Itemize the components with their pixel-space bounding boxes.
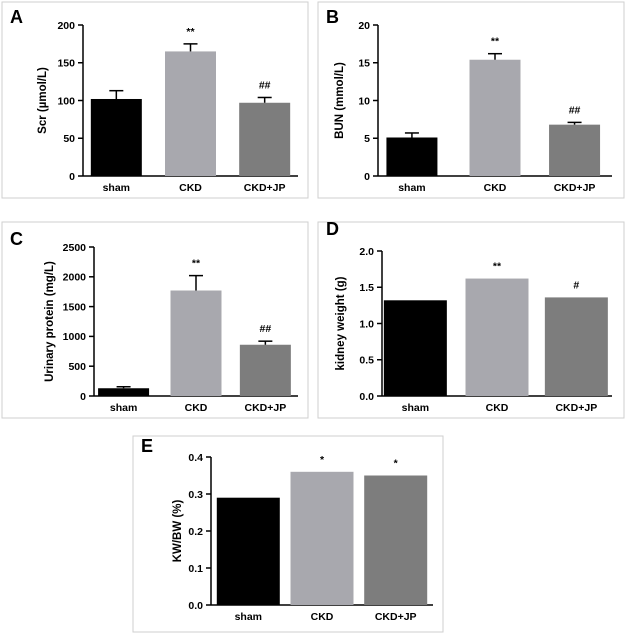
panel-d-y-tick-label: 1.0 — [359, 318, 374, 330]
panel-b-letter: B — [326, 7, 339, 27]
panel-a-frame — [1, 1, 309, 199]
panel-c-chart: C 0 500 1000 1500 2000 2500 Urinary protein (mg… — [10, 229, 298, 414]
panel-d-bar-ckd-jp — [544, 297, 608, 396]
panel-e-category-label: sham — [235, 611, 262, 623]
panel-b-y-tick-label: 10 — [358, 95, 370, 107]
panel-c-y-tick-label: 1500 — [63, 301, 87, 313]
panel-c-category-label: CKD+JP — [244, 402, 286, 414]
panel-b-significance-mark: ## — [569, 104, 581, 116]
panel-c-category-label: CKD — [185, 402, 208, 414]
panel-e-y-tick-label: 0.1 — [188, 563, 203, 575]
panel-a-chart: A 0 50 100 150 200 Scr (µmol/L) sham ** CKD ## CKD+… — [10, 7, 298, 194]
panel-b-frame — [317, 1, 625, 199]
panel-d-bar-ckd — [465, 278, 529, 396]
panel-e-y-axis-title: KW/BW (%) — [172, 500, 184, 563]
panel-c-bar-sham — [98, 388, 150, 396]
panel-a-y-tick-label: 100 — [57, 95, 75, 107]
panel-e-significance-mark: * — [320, 454, 325, 466]
panel-a-y-tick-label: 50 — [63, 133, 75, 145]
panel-e-category-label: CKD+JP — [375, 611, 417, 623]
panel-c-significance-mark: ** — [192, 258, 201, 270]
panel-d-y-tick-label: 2.0 — [359, 246, 374, 258]
panel-b-category-label: sham — [398, 182, 425, 194]
panel-b-y-tick-label: 15 — [358, 58, 370, 70]
panel-a-y-tick-label: 200 — [57, 20, 75, 32]
panel-a-bar-ckd — [165, 51, 216, 176]
panel-d-y-tick-label: 1.5 — [359, 282, 374, 294]
panel-e-category-label: CKD — [311, 611, 334, 623]
panel-e-y-tick-label: 0.4 — [188, 452, 203, 464]
panel-c-letter: C — [10, 229, 23, 249]
panel-b-bar-ckd-jp — [549, 124, 601, 176]
panel-a-category-label: CKD — [179, 182, 202, 194]
panel-e-bar-sham — [216, 497, 280, 605]
panel-a-significance-mark: ## — [259, 79, 271, 91]
panel-d-category-label: sham — [402, 402, 429, 414]
panel-e-chart: E 0.0 0.1 0.2 0.3 0.4 KW/BW (%) sham * CKD * CKD+JP — [141, 436, 433, 623]
panel-a-bar-ckd-jp — [239, 102, 291, 176]
panel-d-category-label: CKD — [486, 402, 509, 414]
panel-a-letter: A — [10, 7, 23, 27]
panel-b-y-tick-label: 5 — [364, 133, 370, 145]
panel-c-category-label: sham — [110, 402, 137, 414]
panel-e-y-tick-label: 0.3 — [188, 489, 203, 501]
panel-d-y-tick-label: 0.5 — [359, 355, 374, 367]
panel-d-frame — [317, 221, 625, 419]
panel-d-chart: D 0.0 0.5 1.0 1.5 2.0 kidney weight (g) sham ** C… — [326, 219, 612, 414]
panel-e-frame — [132, 435, 444, 633]
panel-e-y-tick-label: 0.2 — [188, 526, 203, 538]
panel-c-y-tick-label: 2000 — [63, 272, 87, 284]
panel-c-y-tick-label: 0 — [80, 391, 86, 403]
panel-c-y-tick-label: 2500 — [63, 242, 87, 254]
panel-e-letter: E — [141, 436, 153, 456]
panel-b-category-label: CKD — [484, 182, 507, 194]
panel-c-bar-ckd — [170, 290, 222, 396]
panel-b-y-tick-label: 0 — [364, 171, 370, 183]
panel-c-y-axis-title: Urinary protein (mg/L) — [44, 261, 56, 382]
panel-a-y-tick-label: 150 — [57, 58, 75, 70]
panel-e-bar-ckd-jp — [364, 475, 428, 605]
panel-a-significance-mark: ** — [186, 26, 195, 38]
panel-a-bar-sham — [90, 98, 142, 176]
panel-c-frame — [1, 221, 309, 419]
panel-d-significance-mark: ** — [493, 261, 502, 273]
panel-b-chart: B 0 5 10 15 20 BUN (mmol/L) sham ** CKD ## CKD+JP — [326, 7, 612, 194]
panel-b-significance-mark: ** — [491, 36, 500, 48]
panel-a-y-axis-title: Scr (µmol/L) — [37, 67, 49, 134]
panel-a-y-tick-label: 0 — [69, 171, 75, 183]
panel-a-category-label: CKD+JP — [244, 182, 286, 194]
panel-e-bar-ckd — [290, 471, 354, 605]
panel-c-bar-ckd-jp — [239, 344, 291, 396]
panel-b-bar-ckd — [469, 59, 521, 177]
panel-d-y-tick-label: 0.0 — [359, 391, 374, 403]
panel-b-bar-sham — [386, 137, 438, 176]
panel-d-bar-sham — [383, 300, 447, 396]
panel-b-category-label: CKD+JP — [554, 182, 596, 194]
panel-c-y-tick-label: 500 — [68, 361, 86, 373]
panel-c-significance-mark: ## — [260, 323, 272, 335]
panel-e-significance-mark: * — [394, 458, 399, 470]
panel-b-y-axis-title: BUN (mmol/L) — [334, 62, 346, 139]
panel-c-y-tick-label: 1000 — [63, 331, 87, 343]
panel-e-y-tick-label: 0.0 — [188, 600, 203, 612]
panel-b-y-tick-label: 20 — [358, 20, 370, 32]
panel-d-significance-mark: # — [573, 279, 579, 291]
panel-d-letter: D — [326, 219, 339, 239]
panel-a-category-label: sham — [103, 182, 130, 194]
panel-d-y-axis-title: kidney weight (g) — [335, 276, 347, 370]
panel-d-category-label: CKD+JP — [555, 402, 597, 414]
